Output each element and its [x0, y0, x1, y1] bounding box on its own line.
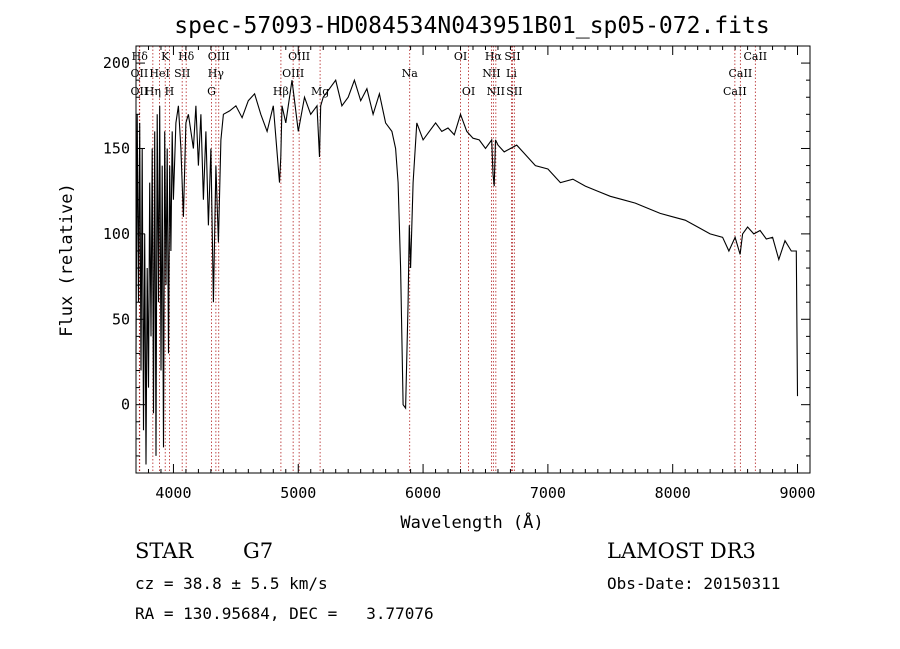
line-label: OI — [462, 85, 475, 98]
survey-name: LAMOST DR3 — [607, 539, 756, 563]
line-label: SII — [504, 50, 520, 63]
y-tick-label: 50 — [112, 310, 130, 328]
spectrum-series — [135, 78, 799, 465]
line-label: K — [161, 50, 170, 63]
redshift-info: cz = 38.8 ± 5.5 km/s — [135, 574, 328, 593]
line-label: SII — [506, 85, 522, 98]
x-tick-label: 4000 — [155, 484, 191, 502]
x-tick-label: 9000 — [779, 484, 815, 502]
line-label: OI — [454, 50, 467, 63]
line-label: Mg — [311, 85, 329, 98]
line-label: Li — [506, 67, 517, 80]
object-subclass: G7 — [243, 539, 274, 563]
y-tick-label: 150 — [103, 139, 130, 157]
line-label: CaII — [743, 50, 767, 63]
chart-title: spec-57093-HD084534N043951B01_sp05-072.f… — [174, 13, 769, 39]
coordinates: RA = 130.95684, DEC = 3.77076 — [135, 604, 434, 623]
x-tick-label: 5000 — [280, 484, 316, 502]
line-label: G — [207, 85, 216, 98]
line-label: Hη — [145, 85, 161, 98]
line-label: OIII — [282, 67, 304, 80]
line-label: OII — [131, 85, 149, 98]
line-label: Hα — [485, 50, 503, 63]
plot-frame — [135, 45, 811, 474]
line-label: Hβ — [273, 85, 289, 98]
object-class: STAR — [135, 539, 194, 563]
line-label: SII — [174, 67, 190, 80]
y-axis-label: Flux (relative) — [57, 183, 77, 337]
y-tick-label: 0 — [121, 396, 130, 414]
line-label: NII — [482, 67, 500, 80]
y-tick-label: 100 — [103, 225, 130, 243]
line-label: NII — [487, 85, 505, 98]
line-label: OIII — [288, 50, 310, 63]
line-label: CaII — [729, 67, 753, 80]
y-tick-label: 200 — [103, 54, 130, 72]
line-label: Hδ — [178, 50, 195, 63]
x-axis-label: Wavelength (Å) — [400, 511, 543, 533]
x-tick-label: 8000 — [655, 484, 691, 502]
line-label: Hδ — [132, 50, 149, 63]
x-axis-ticks: 4000 5000 6000 7000 8000 9000 — [135, 46, 816, 502]
y-axis-ticks: 0 50 100 150 200 — [103, 45, 810, 474]
line-label: H — [165, 85, 175, 98]
observation-date: Obs-Date: 20150311 — [607, 574, 781, 593]
line-label: Na — [402, 67, 419, 80]
x-tick-label: 7000 — [530, 484, 566, 502]
spectrum-line — [135, 78, 799, 465]
line-label: CaII — [723, 85, 747, 98]
x-tick-label: 6000 — [405, 484, 441, 502]
line-label: OIII — [208, 50, 230, 63]
line-label: Hγ — [208, 67, 225, 80]
line-label: HeI — [149, 67, 169, 80]
emission-line-markers: Hδ OII OII K HeI Hη SII H Hδ OIII Hγ G OIII OIII Hβ Mg N… — [131, 46, 767, 473]
line-label: OII — [131, 67, 149, 80]
